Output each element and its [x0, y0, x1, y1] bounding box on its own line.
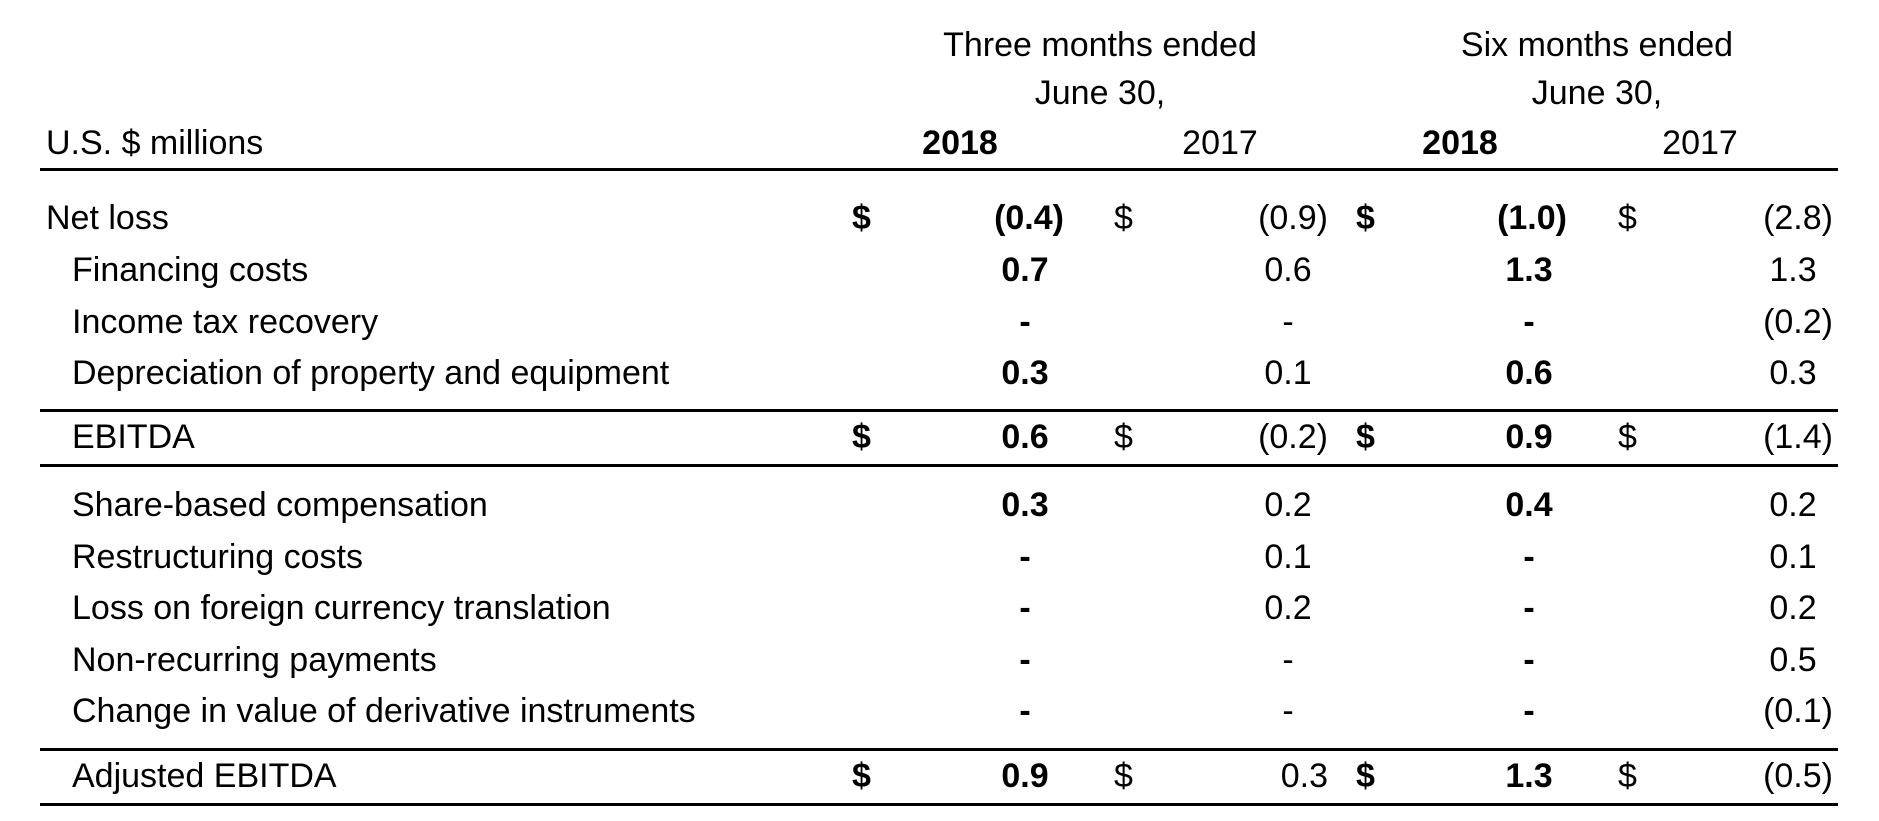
cell-financing-costs-6m-2017: 1.3 [1769, 251, 1817, 289]
cell-adjusted-ebitda-6m-2018: 1.3 [1505, 757, 1553, 795]
cell-restructuring-3m-2017: 0.1 [1264, 538, 1312, 576]
row-label-foreign-currency-loss: Loss on foreign currency translation [72, 589, 611, 627]
header-six-months-line1: Six months ended [1460, 26, 1734, 64]
cell-income-tax-recovery-3m-2018: - [1019, 303, 1031, 341]
header-three-months-line1: Three months ended [943, 26, 1257, 64]
row-label-net-loss: Net loss [46, 199, 169, 237]
currency-symbol: $ [1356, 418, 1375, 456]
cell-restructuring-6m-2018: - [1523, 538, 1535, 576]
year-header-6m-2018: 2018 [1422, 124, 1498, 162]
cell-non-recurring-3m-2017: - [1282, 641, 1294, 679]
cell-fx-loss-6m-2018: - [1523, 589, 1535, 627]
cell-adjusted-ebitda-6m-2017: (0.5) [1763, 757, 1833, 795]
row-label-adjusted-ebitda: Adjusted EBITDA [72, 757, 337, 795]
currency-symbol: $ [1618, 757, 1637, 795]
cell-ebitda-3m-2018: 0.6 [1001, 418, 1049, 456]
subtotal-rule-bottom [40, 464, 1838, 467]
cell-net-loss-3m-2017: (0.9) [1258, 199, 1328, 237]
cell-share-based-6m-2018: 0.4 [1505, 486, 1553, 524]
cell-depreciation-3m-2018: 0.3 [1001, 354, 1049, 392]
cell-derivative-3m-2017: - [1282, 692, 1294, 730]
cell-share-based-3m-2018: 0.3 [1001, 486, 1049, 524]
currency-symbol: $ [1356, 757, 1375, 795]
cell-share-based-3m-2017: 0.2 [1264, 486, 1312, 524]
year-header-3m-2018: 2018 [922, 124, 998, 162]
row-label-derivative-instruments: Change in value of derivative instrument… [72, 692, 696, 730]
total-rule-bottom [40, 803, 1838, 806]
cell-fx-loss-6m-2017: 0.2 [1769, 589, 1817, 627]
header-six-months-line2: June 30, [1531, 74, 1663, 112]
subtotal-rule-top [40, 409, 1838, 412]
cell-derivative-6m-2017: (0.1) [1763, 692, 1833, 730]
cell-ebitda-6m-2018: 0.9 [1505, 418, 1553, 456]
cell-income-tax-recovery-6m-2017: (0.2) [1763, 303, 1833, 341]
cell-non-recurring-3m-2018: - [1019, 641, 1031, 679]
cell-depreciation-3m-2017: 0.1 [1264, 354, 1312, 392]
cell-fx-loss-3m-2017: 0.2 [1264, 589, 1312, 627]
currency-symbol: $ [1356, 199, 1375, 237]
cell-non-recurring-6m-2017: 0.5 [1769, 641, 1817, 679]
cell-net-loss-6m-2018: (1.0) [1497, 199, 1567, 237]
header-rule [40, 168, 1838, 171]
currency-symbol: $ [852, 418, 871, 456]
cell-net-loss-6m-2017: (2.8) [1763, 199, 1833, 237]
row-label-share-based-compensation: Share-based compensation [72, 486, 488, 524]
cell-depreciation-6m-2018: 0.6 [1505, 354, 1553, 392]
cell-adjusted-ebitda-3m-2018: 0.9 [1001, 757, 1049, 795]
cell-share-based-6m-2017: 0.2 [1769, 486, 1817, 524]
row-label-depreciation: Depreciation of property and equipment [72, 354, 670, 392]
header-three-months-line2: June 30, [1034, 74, 1166, 112]
total-rule-top [40, 748, 1838, 751]
year-header-6m-2017: 2017 [1662, 124, 1738, 162]
cell-financing-costs-6m-2018: 1.3 [1505, 251, 1553, 289]
currency-symbol: $ [1618, 418, 1637, 456]
cell-adjusted-ebitda-3m-2017: 0.3 [1280, 757, 1328, 795]
cell-ebitda-6m-2017: (1.4) [1763, 418, 1833, 456]
cell-income-tax-recovery-6m-2018: - [1523, 303, 1535, 341]
currency-symbol: $ [1114, 418, 1133, 456]
row-label-income-tax-recovery: Income tax recovery [72, 303, 379, 341]
row-label-financing-costs: Financing costs [72, 251, 309, 289]
row-label-restructuring-costs: Restructuring costs [72, 538, 363, 576]
cell-net-loss-3m-2018: (0.4) [994, 199, 1064, 237]
year-header-3m-2017: 2017 [1182, 124, 1258, 162]
currency-symbol: $ [1114, 757, 1133, 795]
cell-restructuring-3m-2018: - [1019, 538, 1031, 576]
row-label-non-recurring-payments: Non-recurring payments [72, 641, 437, 679]
currency-symbol: $ [1114, 199, 1133, 237]
cell-financing-costs-3m-2018: 0.7 [1001, 251, 1049, 289]
cell-financing-costs-3m-2017: 0.6 [1264, 251, 1312, 289]
cell-income-tax-recovery-3m-2017: - [1282, 303, 1294, 341]
row-label-ebitda: EBITDA [72, 418, 195, 456]
cell-derivative-3m-2018: - [1019, 692, 1031, 730]
cell-ebitda-3m-2017: (0.2) [1258, 418, 1328, 456]
currency-symbol: $ [1618, 199, 1637, 237]
cell-depreciation-6m-2017: 0.3 [1769, 354, 1817, 392]
cell-non-recurring-6m-2018: - [1523, 641, 1535, 679]
cell-derivative-6m-2018: - [1523, 692, 1535, 730]
units-label: U.S. $ millions [46, 124, 264, 162]
currency-symbol: $ [852, 199, 871, 237]
cell-fx-loss-3m-2018: - [1019, 589, 1031, 627]
cell-restructuring-6m-2017: 0.1 [1769, 538, 1817, 576]
currency-symbol: $ [852, 757, 871, 795]
